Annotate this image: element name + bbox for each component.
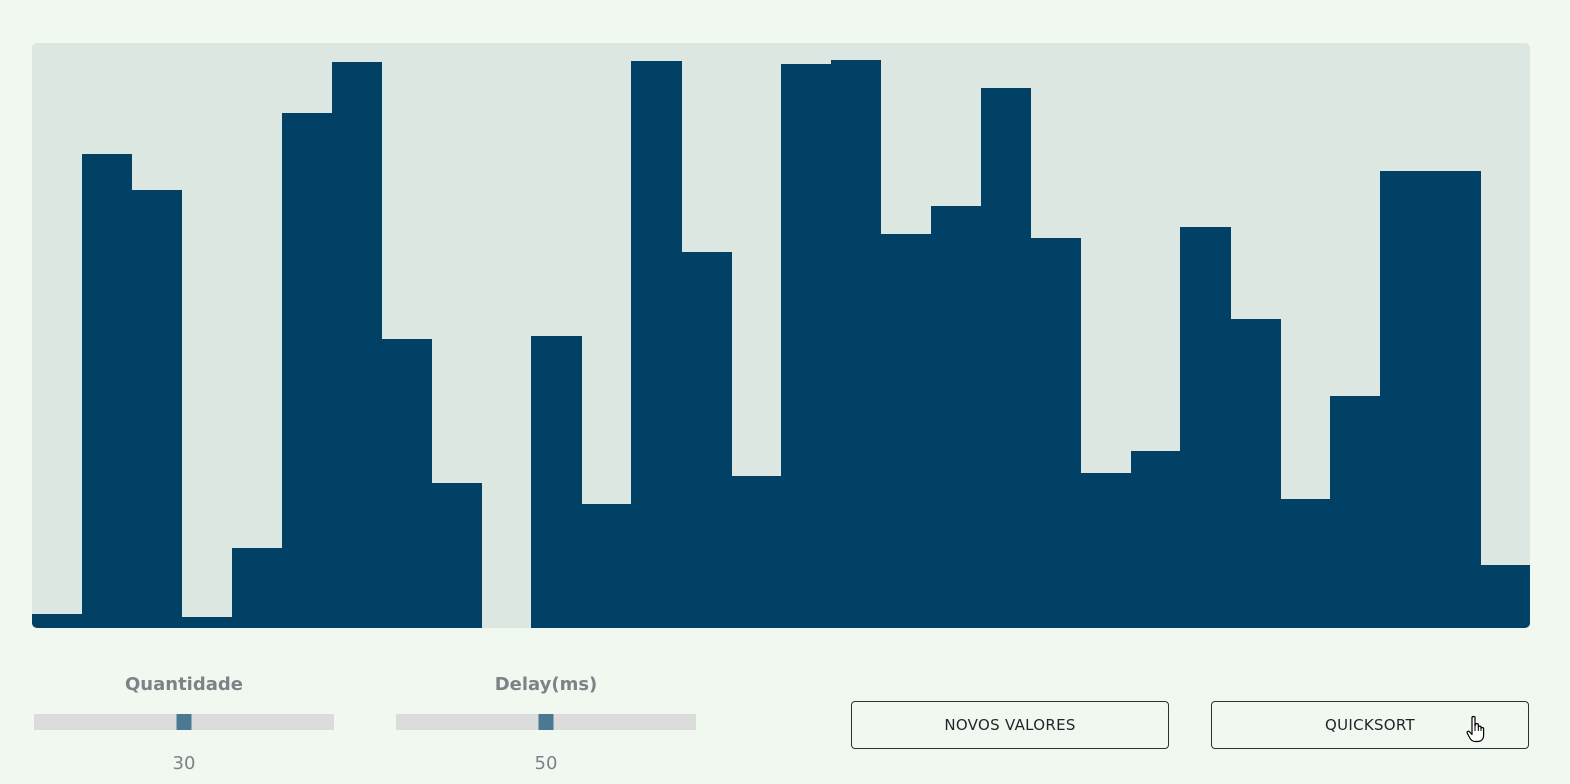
delay-label: Delay(ms) [494, 674, 598, 695]
bar [281, 113, 333, 628]
bar [731, 476, 782, 628]
bar [531, 336, 582, 628]
bar [980, 88, 1032, 628]
bar [930, 206, 982, 628]
bar [1330, 396, 1381, 628]
hand-pointer-icon [1466, 715, 1485, 743]
sorting-visualizer [32, 43, 1530, 628]
bar [381, 339, 432, 628]
bar [131, 189, 183, 628]
bar [231, 548, 283, 628]
quantity-slider-thumb[interactable] [176, 714, 192, 730]
bar [631, 60, 682, 628]
delay-value: 50 [534, 753, 558, 774]
bar [1380, 170, 1431, 628]
delay-slider-thumb[interactable] [538, 714, 554, 730]
quantity-control: Quantidade 30 [34, 672, 334, 776]
quantity-slider[interactable] [34, 714, 334, 730]
bar [32, 614, 83, 628]
quantity-label: Quantidade [125, 674, 243, 695]
bar [1230, 318, 1281, 628]
bar [1080, 473, 1132, 628]
bar [681, 251, 732, 628]
quantity-value: 30 [172, 753, 196, 774]
bar [431, 482, 482, 628]
bar [581, 503, 632, 628]
bar [830, 59, 882, 628]
bar [880, 234, 932, 628]
bar [331, 61, 383, 628]
delay-slider[interactable] [396, 714, 696, 730]
new-values-button[interactable]: NOVOS VALORES [851, 701, 1169, 749]
bar [181, 617, 233, 628]
bar [1280, 499, 1331, 628]
bar [1030, 238, 1082, 628]
bar [781, 63, 832, 628]
bar [1480, 565, 1530, 628]
delay-control: Delay(ms) 50 [396, 672, 696, 776]
bar [1430, 170, 1481, 628]
bar [81, 154, 133, 628]
bar [1180, 227, 1231, 628]
bar [1130, 450, 1181, 628]
